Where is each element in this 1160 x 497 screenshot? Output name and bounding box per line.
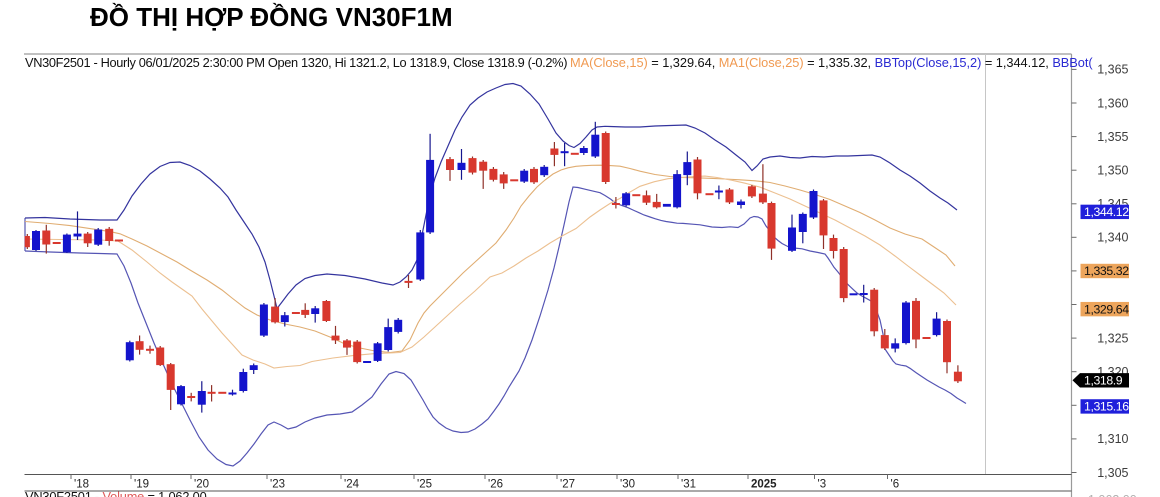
svg-text:'25: '25: [417, 478, 432, 490]
svg-text:VN30F2501 - Volume = 1,062.00: VN30F2501 - Volume = 1,062.00: [25, 489, 207, 497]
svg-text:1,318.9: 1,318.9: [1084, 374, 1123, 388]
svg-text:'24: '24: [344, 478, 360, 490]
svg-text:'30: '30: [620, 478, 635, 490]
svg-text:1,350: 1,350: [1097, 164, 1128, 178]
svg-text:'6: '6: [891, 478, 900, 490]
svg-text:'19: '19: [134, 478, 149, 490]
svg-text:'23: '23: [270, 478, 285, 490]
svg-text:'3: '3: [818, 478, 827, 490]
svg-text:VN30F2501 - Hourly 06/01/2025: VN30F2501 - Hourly 06/01/2025 2:30:00 PM…: [25, 55, 567, 70]
svg-text:1,355: 1,355: [1097, 130, 1128, 144]
svg-text:1,310: 1,310: [1097, 432, 1128, 446]
svg-text:'26: '26: [488, 478, 503, 490]
svg-text:2025: 2025: [751, 478, 777, 490]
svg-text:1,344.12: 1,344.12: [1084, 205, 1129, 219]
svg-text:1,315.16: 1,315.16: [1084, 400, 1129, 414]
svg-text:'18: '18: [74, 478, 89, 490]
svg-text:1,335.32: 1,335.32: [1084, 264, 1129, 278]
svg-text:1,062.00: 1,062.00: [1088, 493, 1137, 497]
svg-text:1,325: 1,325: [1097, 331, 1128, 345]
svg-text:MA(Close,15) = 1,329.64, MA1(C: MA(Close,15) = 1,329.64, MA1(Close,25) =…: [570, 55, 1093, 70]
svg-text:1,365: 1,365: [1097, 63, 1128, 77]
svg-text:'20: '20: [194, 478, 209, 490]
svg-text:1,360: 1,360: [1097, 96, 1128, 110]
svg-text:1,305: 1,305: [1097, 466, 1128, 480]
svg-text:1,340: 1,340: [1097, 231, 1128, 245]
svg-text:1,329.64: 1,329.64: [1084, 302, 1129, 316]
svg-text:'31: '31: [681, 478, 696, 490]
svg-text:'27: '27: [560, 478, 575, 490]
